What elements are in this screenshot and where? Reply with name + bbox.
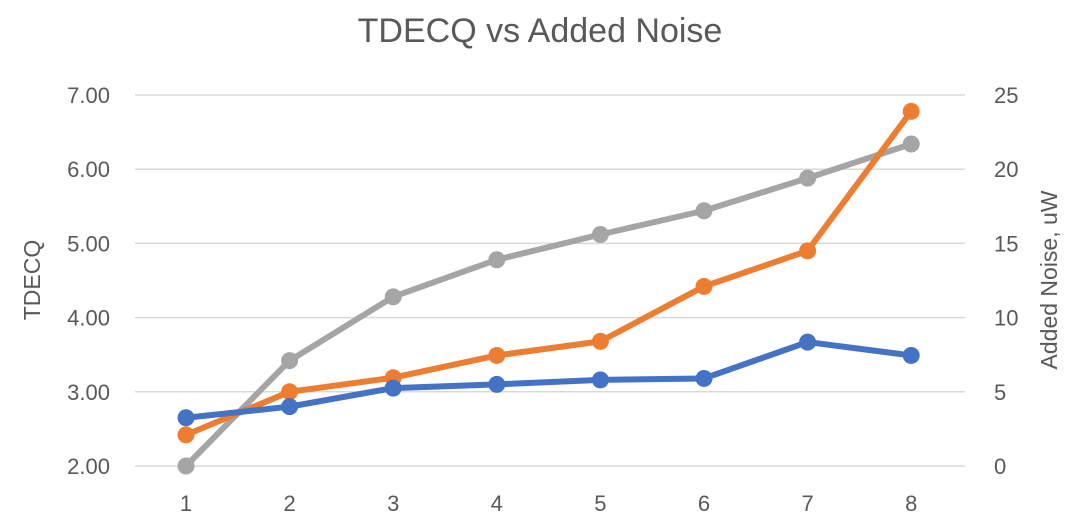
series-line [183, 339, 915, 421]
data-point [591, 371, 609, 389]
y2-tick-label: 25 [994, 83, 1018, 108]
data-point [488, 346, 506, 364]
data-point [177, 457, 195, 475]
data-point [591, 225, 609, 243]
x-tick-label: 1 [180, 491, 192, 516]
series-line [183, 140, 915, 469]
data-point [384, 379, 402, 397]
x-tick-label: 6 [698, 491, 710, 516]
data-point [902, 102, 920, 120]
gridlines [135, 94, 965, 467]
x-tick-label: 3 [387, 491, 399, 516]
data-point [281, 383, 299, 401]
y-tick-label: 2.00 [67, 454, 110, 479]
y2-tick-label: 0 [994, 454, 1006, 479]
data-point [384, 288, 402, 306]
data-point [799, 169, 817, 187]
data-point [799, 333, 817, 351]
data-point [799, 242, 817, 260]
data-point [281, 398, 299, 416]
y2-tick-label: 5 [994, 380, 1006, 405]
y2-tick-label: 10 [994, 306, 1018, 331]
series-line [183, 108, 915, 438]
y-axis-title: TDECQ [19, 240, 45, 321]
chart-title: TDECQ vs Added Noise [358, 12, 723, 50]
data-point [695, 277, 713, 295]
y-tick-label: 3.00 [67, 380, 110, 405]
data-point [695, 202, 713, 220]
data-point [177, 409, 195, 427]
data-point [902, 135, 920, 153]
data-point [902, 346, 920, 364]
x-tick-label: 4 [491, 491, 503, 516]
data-point [177, 426, 195, 444]
data-point [281, 352, 299, 370]
series-layer [177, 102, 920, 475]
y-tick-label: 4.00 [67, 306, 110, 331]
y-tick-label: 7.00 [67, 83, 110, 108]
data-point [488, 375, 506, 393]
y2-tick-label: 20 [994, 157, 1018, 182]
axis-ticks: 2.00 3.00 4.00 5.00 6.00 7.00 0 5 10 15 20 25 1 2 3 4 5 6… [67, 83, 1018, 516]
x-tick-label: 5 [594, 491, 606, 516]
series-3 [177, 135, 920, 475]
y2-axis-title: Added Noise, uW [1036, 190, 1062, 369]
x-tick-label: 8 [905, 491, 917, 516]
series-2 [177, 102, 920, 444]
x-tick-label: 2 [283, 491, 295, 516]
y2-tick-label: 15 [994, 231, 1018, 256]
y-tick-label: 6.00 [67, 157, 110, 182]
data-point [695, 369, 713, 387]
data-point [591, 332, 609, 350]
data-point [488, 251, 506, 269]
series-1 [177, 333, 920, 427]
x-tick-label: 7 [801, 491, 813, 516]
y-tick-label: 5.00 [67, 231, 110, 256]
